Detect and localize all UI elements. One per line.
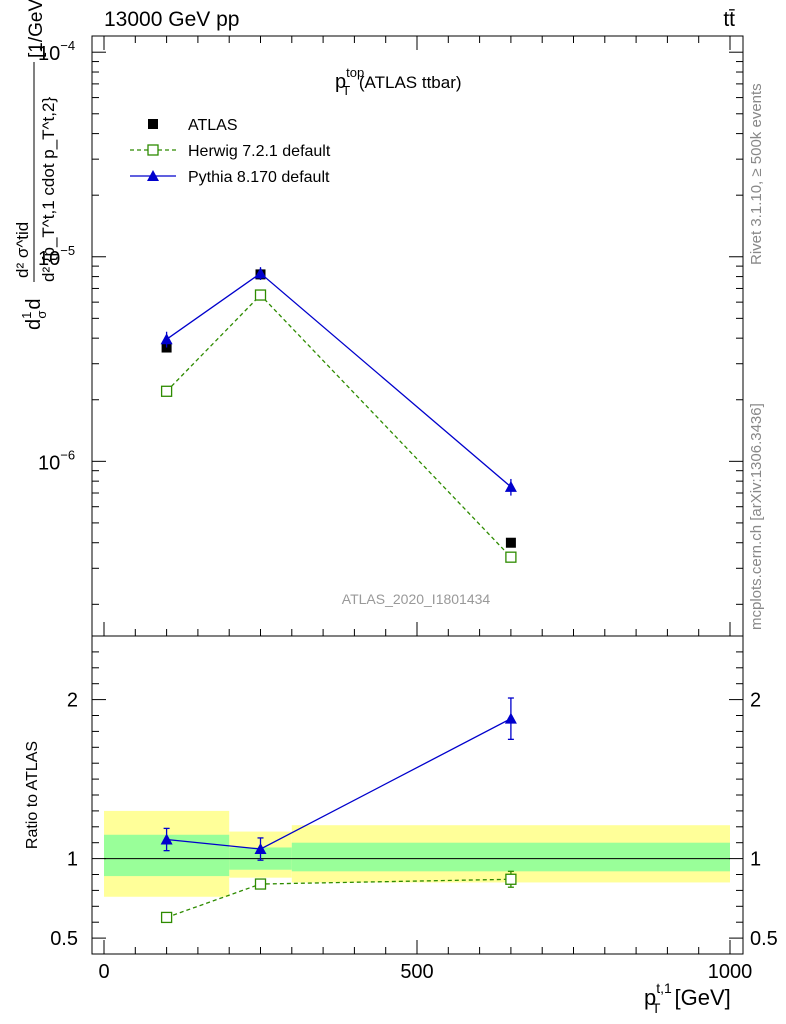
- ratio-panel: 0.5 0.5 1 1 2 2 0 500 1000 Ratio to ATLAS: [24, 635, 778, 983]
- y-tick-label-exp: −5: [60, 243, 75, 258]
- legend-herwig-marker: [147, 144, 159, 156]
- ylabel-denominator: d² {p_T^t,1 cdot p_T^t,2}: [39, 97, 58, 282]
- plot-title-sub: T: [342, 83, 350, 98]
- xlabel-sub: T: [652, 1000, 661, 1016]
- xlabel-rest: [GeV]: [668, 985, 730, 1010]
- data-point-herwig: [254, 289, 267, 301]
- ratio-point-pythia: [504, 712, 517, 724]
- stat-uncertainty-band: [291, 842, 730, 872]
- x-tick-label: 1000: [708, 961, 753, 983]
- plot-title-rest: (ATLAS ttbar): [354, 73, 461, 92]
- ratio-point-herwig: [505, 873, 517, 885]
- main-panel: 10−610−510−4 ptop T (ATLAS ttbar) ATLAS H…: [13, 0, 744, 637]
- y-tick-label-exp: −6: [60, 447, 75, 462]
- ratio-y-tick-label-left: 1: [67, 849, 78, 871]
- ratio-point-herwig: [254, 878, 267, 890]
- legend-pythia-marker: [147, 170, 159, 181]
- svg-text:d1σd: d1σd: [19, 298, 49, 330]
- data-point-herwig: [505, 551, 517, 563]
- ratio-point-pythia: [160, 833, 173, 845]
- data-point-pythia: [504, 480, 517, 492]
- ylabel-part-sigma: σ: [34, 311, 49, 319]
- y-tick-label: 10−4: [38, 38, 75, 65]
- data-point-atlas: [505, 537, 516, 548]
- y-tick-label: 10−6: [38, 447, 75, 474]
- series-line-2: [166, 272, 512, 488]
- ratio-point-herwig: [160, 911, 173, 924]
- y-tick-label-base: 10: [38, 43, 60, 65]
- ylabel-part-d2: d: [23, 298, 45, 309]
- legend-atlas-marker: [148, 119, 158, 129]
- plot-title: ptop T (ATLAS ttbar): [335, 65, 462, 98]
- y-tick-label-base: 10: [38, 452, 60, 474]
- plot-title-main: p: [335, 71, 346, 93]
- data-point-herwig: [160, 385, 173, 397]
- ratio-y-tick-label-right: 2: [750, 690, 761, 712]
- ylabel-numerator: d² σ^tid: [13, 222, 32, 278]
- ylabel-units: [1/GeV²]: [26, 0, 47, 58]
- legend: ATLAS Herwig 7.2.1 default Pythia 8.170 …: [130, 117, 331, 186]
- ratio-panel-frame: [91, 635, 744, 955]
- ratio-y-tick-label-left: 2: [67, 690, 78, 712]
- data-point-pythia: [254, 267, 267, 279]
- xlabel-sup: t,1: [656, 980, 672, 996]
- ratio-y-tick-label-right: 0.5: [750, 928, 778, 950]
- xlabel-main: p: [644, 985, 656, 1010]
- rivet-label: Rivet 3.1.10, ≥ 500k events: [748, 83, 765, 265]
- process-label: tt̄: [723, 8, 735, 31]
- x-tick-label: 0: [98, 961, 109, 983]
- x-tick-label: 500: [400, 961, 433, 983]
- ylabel-part-d: d: [23, 319, 45, 330]
- y-tick-label-base: 10: [38, 248, 60, 270]
- ratio-y-label: Ratio to ATLAS: [24, 741, 41, 849]
- mcplots-label: mcplots.cern.ch [arXiv:1306.3436]: [748, 403, 765, 630]
- ylabel-part-frac: 1: [19, 312, 34, 319]
- ratio-y-tick-label-right: 1: [750, 849, 761, 871]
- ratio-y-tick-label-left: 0.5: [50, 928, 78, 950]
- legend-pythia-label: Pythia 8.170 default: [188, 169, 330, 186]
- x-axis-label: pt,1 T [GeV]: [644, 980, 731, 1016]
- legend-herwig-label: Herwig 7.2.1 default: [188, 143, 331, 160]
- ratio-point-pythia: [254, 843, 267, 855]
- data-point-pythia: [160, 333, 173, 345]
- y-tick-label-exp: −4: [60, 38, 75, 53]
- legend-atlas-label: ATLAS: [188, 117, 238, 134]
- analysis-id: ATLAS_2020_I1801434: [342, 591, 491, 607]
- y-tick-label: 10−5: [38, 243, 75, 270]
- main-y-label: d1σd d² σ^tid d² {p_T^t,1 cdot p_T^t,2} …: [13, 0, 58, 330]
- plot-title-sup: top: [346, 65, 364, 80]
- energy-label: 13000 GeV pp: [104, 8, 239, 31]
- series-line-1: [166, 294, 512, 558]
